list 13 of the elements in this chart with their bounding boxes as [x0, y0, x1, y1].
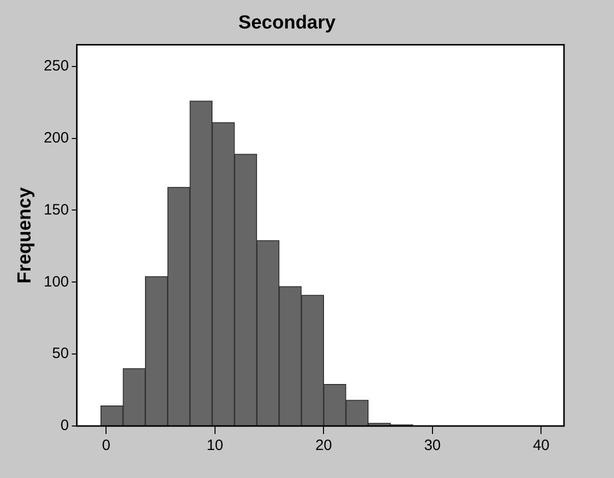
x-tick-label: 40 — [532, 437, 550, 454]
y-axis-title: Frequency — [14, 186, 36, 284]
y-tick-label: 0 — [60, 417, 69, 434]
x-tick-label: 20 — [315, 437, 332, 454]
x-tick-label: 10 — [206, 437, 224, 454]
y-tick-label: 50 — [52, 345, 69, 362]
y-tick-label: 150 — [44, 201, 69, 218]
y-tick-label: 200 — [44, 129, 69, 146]
chart-title: Secondary — [238, 12, 336, 34]
x-tick-label: 0 — [102, 437, 110, 454]
x-tick-label: 30 — [424, 437, 441, 454]
y-tick-label: 100 — [44, 273, 69, 290]
y-tick-label: 250 — [44, 58, 69, 75]
